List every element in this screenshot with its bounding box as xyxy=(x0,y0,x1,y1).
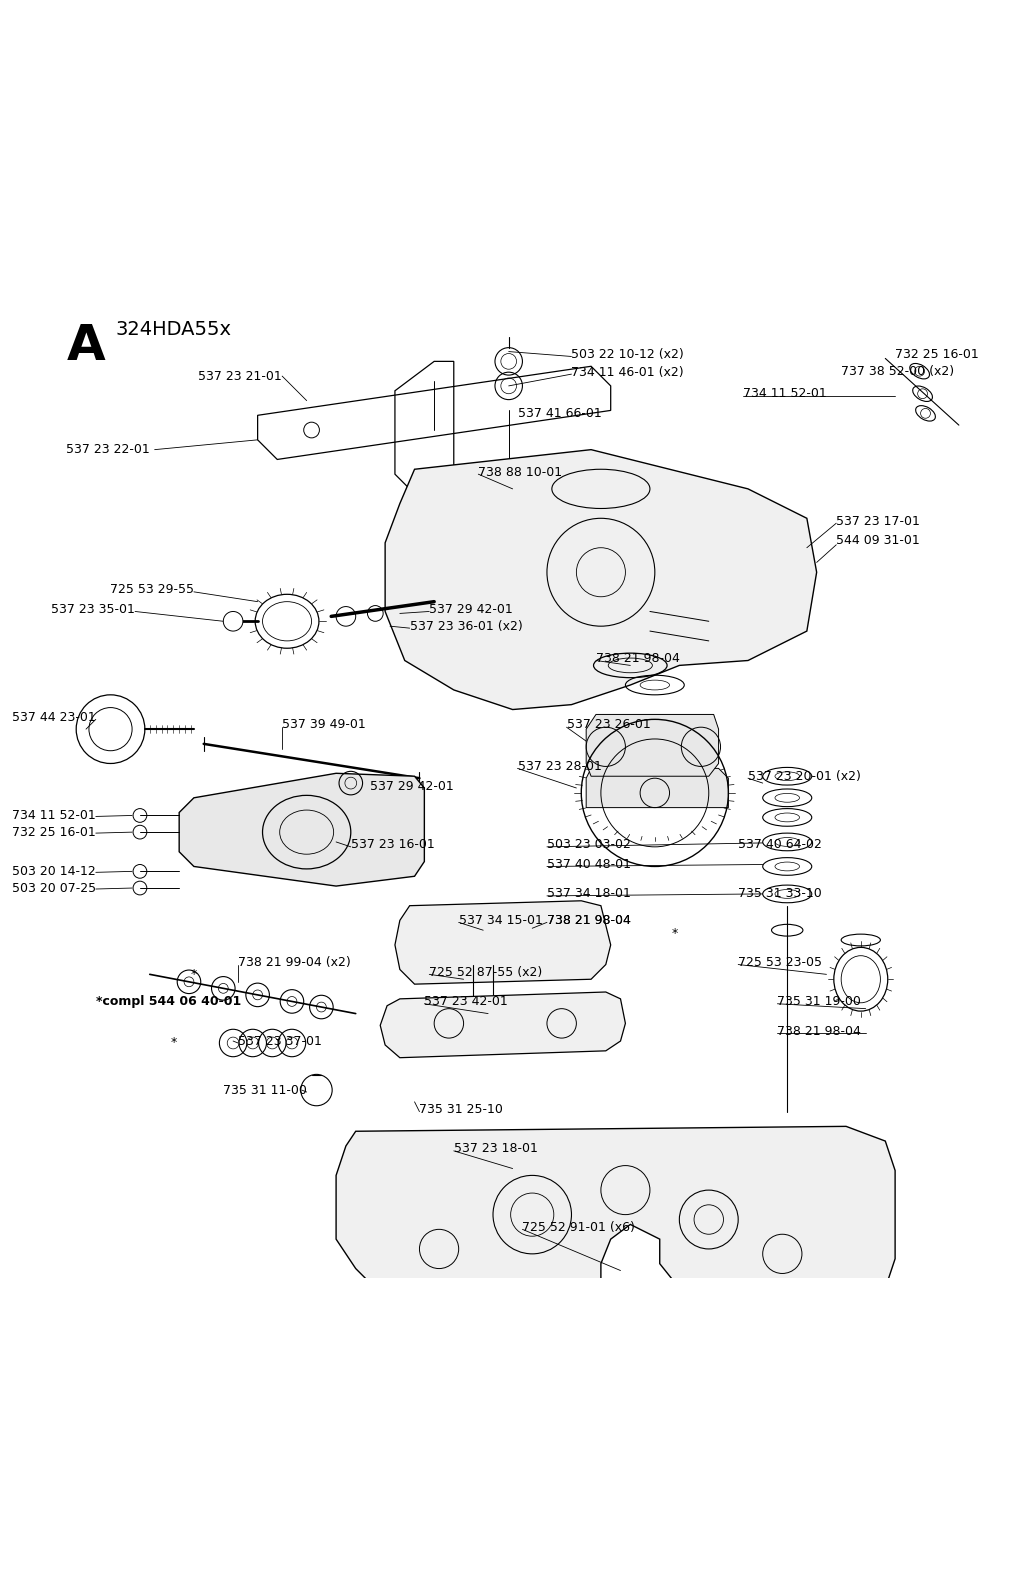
Text: 725 53 29-55: 725 53 29-55 xyxy=(110,583,194,596)
Polygon shape xyxy=(586,714,719,777)
Text: 738 21 98-04: 738 21 98-04 xyxy=(547,914,631,927)
Text: *: * xyxy=(672,927,678,939)
Text: 537 23 22-01: 537 23 22-01 xyxy=(66,443,150,455)
Circle shape xyxy=(223,611,243,630)
Text: 537 34 15-01: 537 34 15-01 xyxy=(459,914,543,927)
Text: *compl 544 06 40-01: *compl 544 06 40-01 xyxy=(96,996,241,1009)
Text: 738 88 10-01: 738 88 10-01 xyxy=(478,465,562,479)
Text: 537 41 66-01: 537 41 66-01 xyxy=(517,407,601,419)
Text: 738 21 98-04: 738 21 98-04 xyxy=(596,652,680,665)
Text: 725 52 87-55 (x2): 725 52 87-55 (x2) xyxy=(429,966,543,979)
Text: 735 31 33-10: 735 31 33-10 xyxy=(738,887,822,900)
Polygon shape xyxy=(395,901,610,983)
Text: 732 25 16-01: 732 25 16-01 xyxy=(895,348,979,361)
Text: 738 21 99-04 (x2): 738 21 99-04 (x2) xyxy=(238,957,351,969)
Text: 537 23 17-01: 537 23 17-01 xyxy=(837,515,921,528)
Text: 537 23 37-01: 537 23 37-01 xyxy=(238,1034,322,1048)
Text: 537 29 42-01: 537 29 42-01 xyxy=(429,604,513,616)
Text: 537 39 49-01: 537 39 49-01 xyxy=(283,717,366,731)
Text: *: * xyxy=(171,1037,177,1050)
Text: 537 44 23-01: 537 44 23-01 xyxy=(12,711,96,723)
Text: 735 31 11-00: 735 31 11-00 xyxy=(223,1084,306,1097)
Text: 735 31 25-10: 735 31 25-10 xyxy=(420,1103,504,1116)
Text: A: A xyxy=(67,322,105,370)
Text: 503 22 10-12 (x2): 503 22 10-12 (x2) xyxy=(571,348,684,361)
Text: 738 21 98-04: 738 21 98-04 xyxy=(777,1024,861,1037)
Text: 537 29 42-01: 537 29 42-01 xyxy=(371,780,455,793)
Text: 537 23 35-01: 537 23 35-01 xyxy=(51,604,135,616)
Polygon shape xyxy=(385,449,817,709)
Text: 732 25 16-01: 732 25 16-01 xyxy=(12,826,96,838)
Text: 503 20 14-12: 503 20 14-12 xyxy=(12,865,96,878)
Text: 735 31 19-00: 735 31 19-00 xyxy=(777,996,861,1009)
Text: 734 11 52-01: 734 11 52-01 xyxy=(743,388,826,400)
Text: 544 09 31-01: 544 09 31-01 xyxy=(837,534,920,547)
Text: 537 23 18-01: 537 23 18-01 xyxy=(454,1143,538,1155)
Polygon shape xyxy=(179,774,424,886)
Text: *: * xyxy=(190,968,197,980)
Text: 537 23 36-01 (x2): 537 23 36-01 (x2) xyxy=(410,619,522,632)
Text: 537 23 28-01: 537 23 28-01 xyxy=(517,760,601,772)
Text: 734 11 52-01: 734 11 52-01 xyxy=(12,808,96,823)
Polygon shape xyxy=(586,769,728,807)
Text: 537 23 16-01: 537 23 16-01 xyxy=(351,838,434,851)
Polygon shape xyxy=(336,1127,895,1308)
Text: 503 20 07-25: 503 20 07-25 xyxy=(11,881,96,895)
Text: 537 23 20-01 (x2): 537 23 20-01 (x2) xyxy=(748,769,861,783)
Text: 537 40 48-01: 537 40 48-01 xyxy=(547,857,631,872)
Text: 725 53 23-05: 725 53 23-05 xyxy=(738,957,822,969)
Text: 537 40 64-02: 537 40 64-02 xyxy=(738,838,822,851)
Text: 537 23 42-01: 537 23 42-01 xyxy=(424,996,508,1009)
Text: 537 23 21-01: 537 23 21-01 xyxy=(199,370,283,383)
Polygon shape xyxy=(380,991,626,1057)
Text: 734 11 46-01 (x2): 734 11 46-01 (x2) xyxy=(571,366,684,378)
Text: 537 23 26-01: 537 23 26-01 xyxy=(566,717,650,731)
Text: 503 23 03-02: 503 23 03-02 xyxy=(547,838,631,851)
Text: 725 52 91-01 (x6): 725 52 91-01 (x6) xyxy=(522,1221,635,1234)
Text: 738 21 98-04: 738 21 98-04 xyxy=(547,914,631,927)
Text: 324HDA55x: 324HDA55x xyxy=(116,320,231,339)
Text: 537 34 18-01: 537 34 18-01 xyxy=(547,887,631,900)
Text: 737 38 52-00 (x2): 737 38 52-00 (x2) xyxy=(841,364,954,378)
